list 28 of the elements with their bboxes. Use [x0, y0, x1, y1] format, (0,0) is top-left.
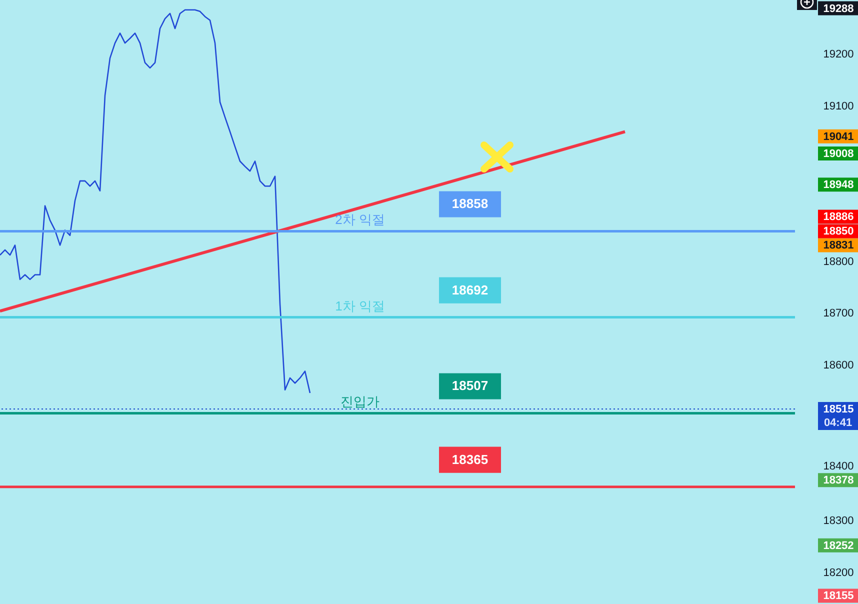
ref-line-label: 2차 익절 — [335, 212, 385, 228]
y-tick-label: 18515 — [823, 404, 854, 416]
y-tick-label: 18252 — [823, 540, 854, 552]
y-tick-label: 18850 — [823, 226, 854, 238]
y-tick-label: 18800 — [823, 256, 854, 268]
y-tick-label: 19100 — [823, 100, 854, 112]
y-tick-label: 18155 — [823, 590, 854, 602]
annotation: 18858 — [452, 196, 488, 212]
y-tick-label: 18378 — [823, 474, 854, 487]
annotation: 18365 — [452, 452, 488, 467]
y-tick-label: 18200 — [823, 566, 854, 579]
y-tick-label: 19041 — [823, 130, 854, 143]
y-tick-label: 18948 — [823, 179, 854, 192]
y-tick-label: 18300 — [823, 515, 854, 528]
y-tick-label: 19008 — [823, 148, 854, 160]
y-tick-label: 18886 — [823, 211, 854, 224]
text: 04:41 — [824, 417, 852, 430]
y-tick-label: 18600 — [823, 359, 854, 372]
y-tick-label: 18700 — [823, 308, 854, 320]
annotation: 18507 — [452, 378, 488, 394]
y-tick-label: 18831 — [823, 240, 854, 252]
line-series — [0, 9, 311, 394]
ref-line-label: 1차 익절 — [335, 298, 385, 314]
annotation: 18692 — [452, 282, 488, 298]
y-tick-label: 18400 — [823, 460, 854, 473]
y-tick-label: 19288 — [823, 2, 854, 15]
y-tick-label: 19200 — [823, 48, 854, 60]
ref-line-label: 진입가 — [340, 394, 380, 410]
